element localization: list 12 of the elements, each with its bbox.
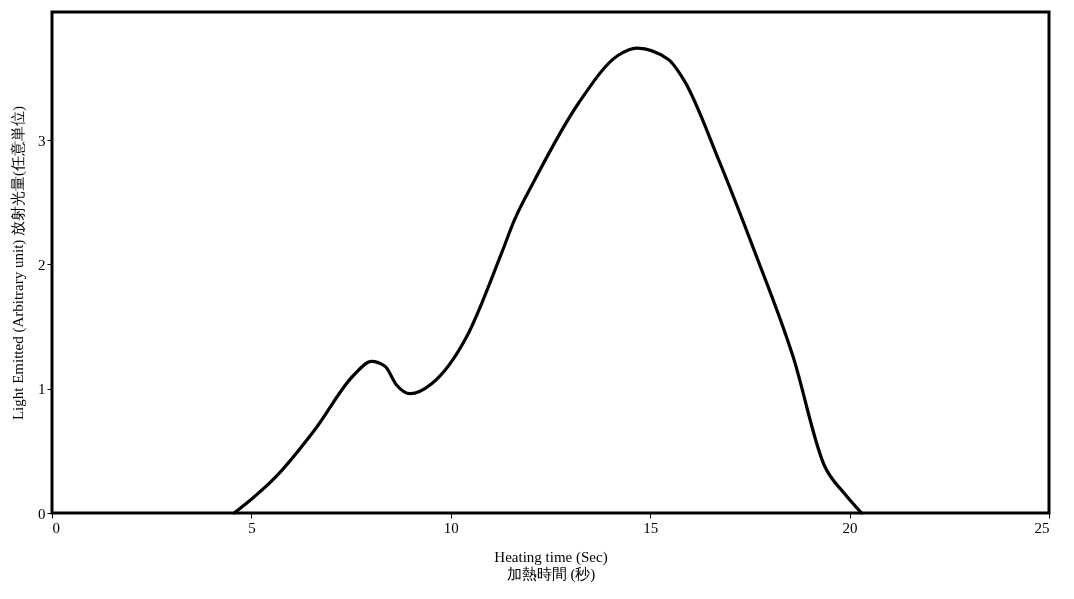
y-tick-label: 2 xyxy=(38,256,46,273)
x-tick-label: 0 xyxy=(52,519,60,536)
x-axis-title: Heating time (Sec) 加熱時間 (秒) xyxy=(494,548,608,583)
y-tick-label: 0 xyxy=(38,505,46,522)
x-tick-label: 25 xyxy=(1034,519,1050,536)
x-tick-label: 15 xyxy=(643,519,659,536)
x-tick-label: 20 xyxy=(842,519,858,536)
x-tick-label: 10 xyxy=(443,519,459,536)
y-tick-label: 1 xyxy=(38,381,46,398)
y-tick-label: 3 xyxy=(38,132,46,149)
x-tick-label: 5 xyxy=(248,519,256,536)
y-axis-title: Light Emitted (Arbitrary unit) 放射光量(任意単位) xyxy=(10,105,27,421)
